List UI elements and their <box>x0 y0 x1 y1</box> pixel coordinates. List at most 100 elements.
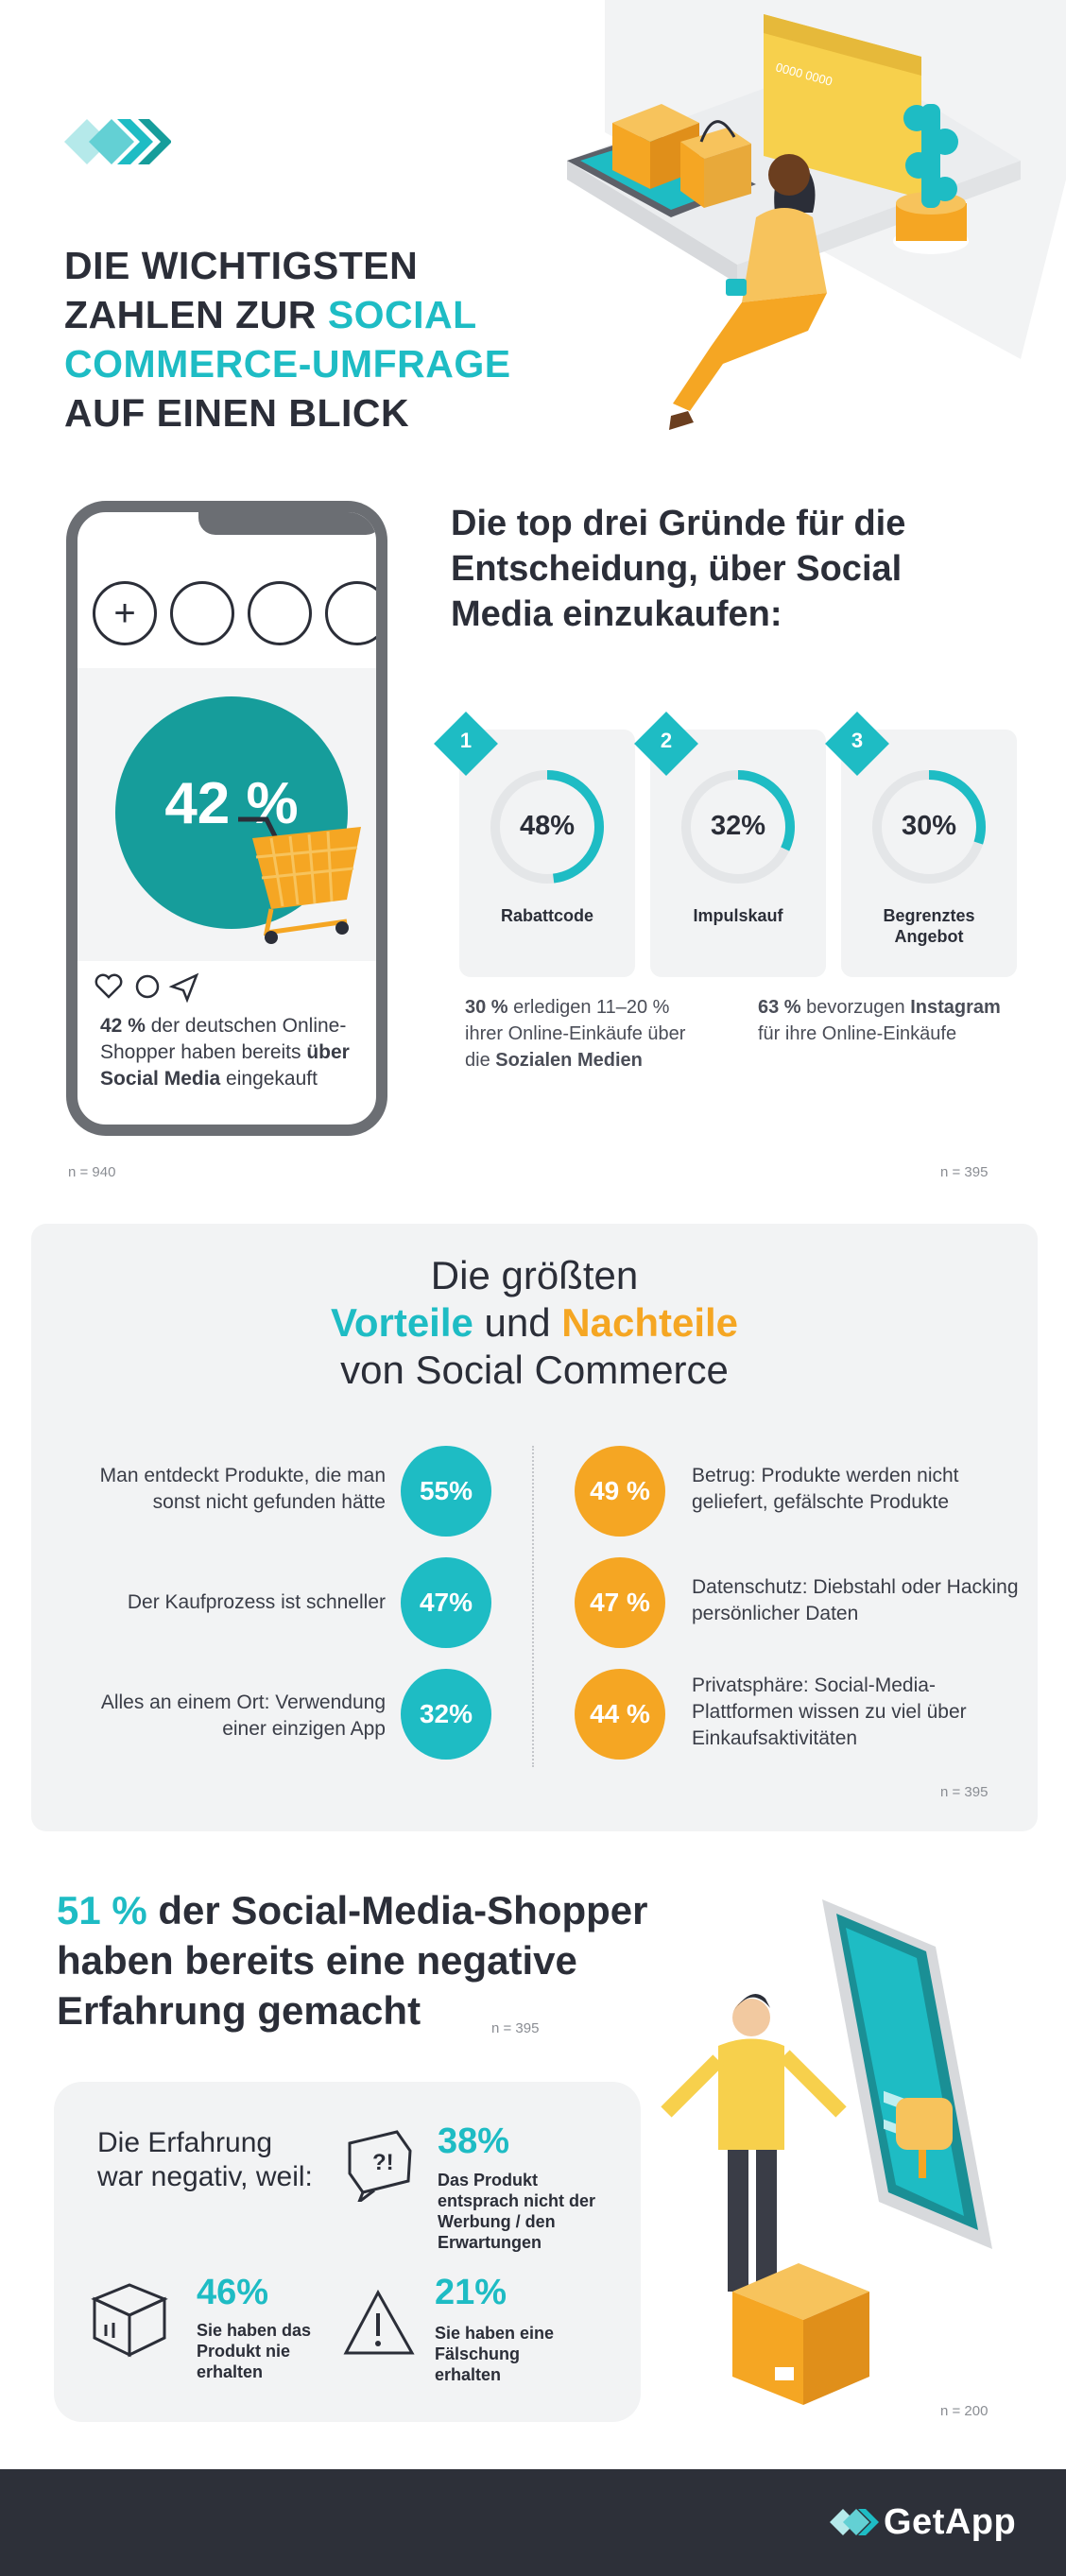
smartphone-graphic <box>822 1899 992 2249</box>
man-figure <box>661 1994 847 2292</box>
logo <box>62 113 172 170</box>
heading-text: und <box>473 1300 562 1345</box>
stat-bold: Sozialen Medien <box>495 1050 643 1071</box>
send-icon <box>168 972 199 1003</box>
ring-progress <box>490 770 604 884</box>
brand-name[interactable]: GetApp <box>884 2502 1017 2542</box>
stat-text: für ihre Online-Einkäufe <box>758 1023 957 1044</box>
credit-card-icon: 0000 0000 <box>764 14 921 198</box>
reason-label: Impulskauf <box>693 906 783 925</box>
shopper-illustration <box>661 1899 992 2405</box>
plant-icon <box>893 104 969 254</box>
con-text: Datenschutz: Diebstahl oder Hacking pers… <box>692 1576 1019 1624</box>
title-line: ZAHLEN ZUR SOCIAL <box>64 290 593 339</box>
stat-bold: 30 % <box>465 997 508 1018</box>
negative-reasons-panel <box>54 2082 641 2422</box>
title-line: DIE WICHTIGSTEN <box>64 244 419 287</box>
con-percent: 49 % <box>575 1446 665 1537</box>
negative-intro: Die Erfahrung war negativ, weil: <box>97 2127 313 2192</box>
pros-cons-heading: Die größten Vorteile und Nachteile von S… <box>31 1252 1038 1394</box>
phone-caption: 42 % der deutschen Online-Shopper haben … <box>100 1013 355 1092</box>
reason-percent: 32% <box>710 811 766 841</box>
reason-label: Begrenztes Angebot <box>883 906 975 946</box>
reason-number: 1 <box>459 729 473 752</box>
post-actions <box>95 972 199 1003</box>
hero-illustration: 0000 0000 <box>567 0 1066 430</box>
negative-item-value: 46% <box>197 2273 269 2312</box>
heading-line: Die größten <box>430 1253 639 1297</box>
reason-percent: 48% <box>519 811 576 841</box>
reason-number: 3 <box>851 729 864 752</box>
negative-item-desc: Sie haben eine Fälschung erhalten <box>435 2324 555 2384</box>
caption-bold: über Social Media <box>100 1041 350 1090</box>
phone-mockup: + 42 % 42 % der deutschen Online-Shopper… <box>66 501 387 1136</box>
con-percent: 47 % <box>575 1557 665 1648</box>
parcel-icon <box>612 104 699 189</box>
story-circle <box>325 581 376 645</box>
woman-figure <box>669 154 827 430</box>
negative-item-value: 38% <box>438 2121 510 2161</box>
svg-text:?!: ?! <box>372 2150 394 2175</box>
negative-item-value: 21% <box>435 2273 507 2312</box>
pro-percent: 32% <box>401 1669 491 1760</box>
reason-ring <box>681 770 795 884</box>
warning-icon <box>343 2289 415 2355</box>
sample-size: n = 395 <box>940 1164 989 1180</box>
pros-cons-panel <box>31 1224 1038 1831</box>
caption-text: eingekauft <box>220 1068 318 1090</box>
phone-notch <box>198 512 376 535</box>
pros-cons-divider <box>532 1446 534 1767</box>
pro-percent: 47% <box>401 1557 491 1648</box>
negative-item-desc: Sie haben das Produkt nie erhalten <box>197 2321 312 2381</box>
footer <box>0 2469 1066 2576</box>
phone-post: 42 % <box>77 668 376 961</box>
con-text: Privatsphäre: Social-Media-Plattformen w… <box>692 1674 967 1749</box>
title-line: AUF EINEN BLICK <box>64 391 410 435</box>
heart-icon <box>95 973 123 999</box>
reason-stat-2: 63 % bevorzugen Instagram für ihre Onlin… <box>758 994 1004 1047</box>
sample-size: n = 940 <box>68 1164 116 1180</box>
reason-ring <box>490 770 604 884</box>
story-circle <box>248 581 312 645</box>
hero-section: 0000 0000 <box>0 0 1066 454</box>
negative-title: 51 % der Social-Media-Shopper haben bere… <box>57 1885 737 2035</box>
stat-bold: Instagram <box>910 997 1001 1018</box>
caption-bold: 42 % <box>100 1015 146 1037</box>
pros-word: Vorteile <box>330 1300 473 1345</box>
heading-line: von Social Commerce <box>340 1348 729 1392</box>
add-story-icon: + <box>93 581 157 645</box>
con-percent: 44 % <box>575 1669 665 1760</box>
title-highlight: COMMERCE-UMFRAGE <box>64 342 511 386</box>
negative-item-desc: Das Produkt entsprach nicht der Werbung … <box>438 2171 596 2252</box>
story-circle <box>170 581 234 645</box>
heading-line: Vorteile und Nachteile <box>31 1299 1038 1347</box>
page-title: DIE WICHTIGSTEN ZAHLEN ZUR SOCIAL COMMER… <box>64 241 593 438</box>
stat-text: bevorzugen <box>800 997 911 1018</box>
parcel-icon <box>732 2263 869 2405</box>
comment-icon <box>135 974 160 999</box>
pro-text: Der Kaufprozess ist schneller <box>127 1591 386 1613</box>
ring-progress <box>681 770 795 884</box>
speech-bubble-icon: ?! <box>348 2130 412 2202</box>
reason-ring <box>872 770 986 884</box>
cons-word: Nachteile <box>561 1300 739 1345</box>
pro-text: Man entdeckt Produkte, die man sonst nic… <box>99 1465 386 1513</box>
reason-label: Rabattcode <box>500 906 593 925</box>
stat-bold: 63 % <box>758 997 801 1018</box>
negative-title-text: der Social-Media-Shopper haben bereits e… <box>57 1888 648 2033</box>
getapp-logo-icon <box>830 2509 879 2535</box>
shopping-cart-icon <box>238 816 361 944</box>
caption-text: der deutschen Online-Shopper haben berei… <box>100 1015 347 1063</box>
pro-percent: 55% <box>401 1446 491 1537</box>
reason-number: 2 <box>660 729 673 752</box>
reason-stat-1: 30 % erledigen 11–20 % ihrer Online-Eink… <box>465 994 701 1073</box>
negative-percent: 51 % <box>57 1888 147 1932</box>
stat-text: erledigen 11–20 % ihrer Online-Einkäufe … <box>465 997 686 1071</box>
chevron-logo-icon <box>64 119 172 164</box>
title-highlight: SOCIAL <box>327 293 477 336</box>
shopping-bag-icon <box>680 120 751 208</box>
sample-size: n = 395 <box>491 2020 540 2036</box>
ring-progress <box>872 770 986 884</box>
title-text: ZAHLEN ZUR <box>64 293 328 336</box>
pro-text: Alles an einem Ort: Verwendung einer ein… <box>100 1692 386 1740</box>
